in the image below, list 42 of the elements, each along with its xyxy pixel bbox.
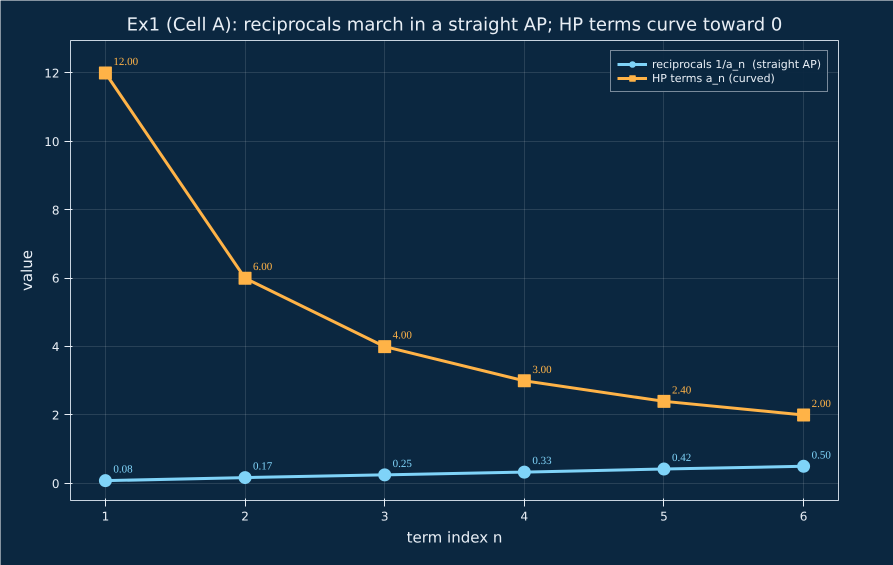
data-label: 0.17 (253, 460, 273, 473)
y-tick-label: 12 (44, 66, 60, 80)
chart-title: Ex1 (Cell A): reciprocals march in a straight AP; HP terms curve toward 0 (126, 14, 782, 36)
x-tick-label: 1 (102, 510, 110, 524)
x-tick-label: 2 (241, 510, 249, 524)
point (797, 460, 810, 473)
x-tick-label: 5 (660, 510, 668, 524)
data-label: 4.00 (392, 330, 412, 342)
point (378, 468, 392, 482)
point (797, 408, 810, 422)
x-axis-title: term index n (406, 528, 502, 546)
y-axis-title: value (18, 250, 36, 291)
point (238, 471, 252, 484)
y-tick-label: 2 (52, 408, 60, 422)
y-tick-label: 6 (52, 272, 60, 286)
y-tick-label: 4 (52, 340, 60, 354)
y-tick-label: 10 (44, 134, 60, 149)
y-tick-label: 8 (52, 203, 60, 218)
point (518, 374, 531, 388)
data-label: 0.08 (113, 464, 134, 476)
data-label: 0.25 (392, 458, 412, 470)
legend-label: HP terms a_n (curved) (652, 71, 775, 85)
point (657, 394, 670, 408)
data-label: 3.00 (532, 364, 552, 376)
point (378, 340, 392, 354)
point (98, 66, 112, 80)
data-label: 12.00 (113, 56, 139, 68)
data-label: 2.00 (812, 398, 832, 410)
data-label: 0.42 (672, 452, 692, 464)
point (238, 272, 252, 285)
data-label: 2.40 (672, 384, 692, 396)
legend-label: reciprocals 1/a_n (straight AP) (652, 57, 821, 71)
x-tick-label: 3 (380, 510, 389, 524)
y-tick-label: 0 (52, 476, 60, 491)
point (98, 474, 112, 488)
point (657, 462, 670, 476)
data-label: 0.50 (812, 449, 832, 462)
data-label: 0.33 (532, 455, 552, 468)
x-tick-label: 6 (800, 510, 808, 524)
data-label: 6.00 (253, 261, 273, 274)
x-tick-label: 4 (520, 510, 528, 524)
point (518, 466, 531, 479)
